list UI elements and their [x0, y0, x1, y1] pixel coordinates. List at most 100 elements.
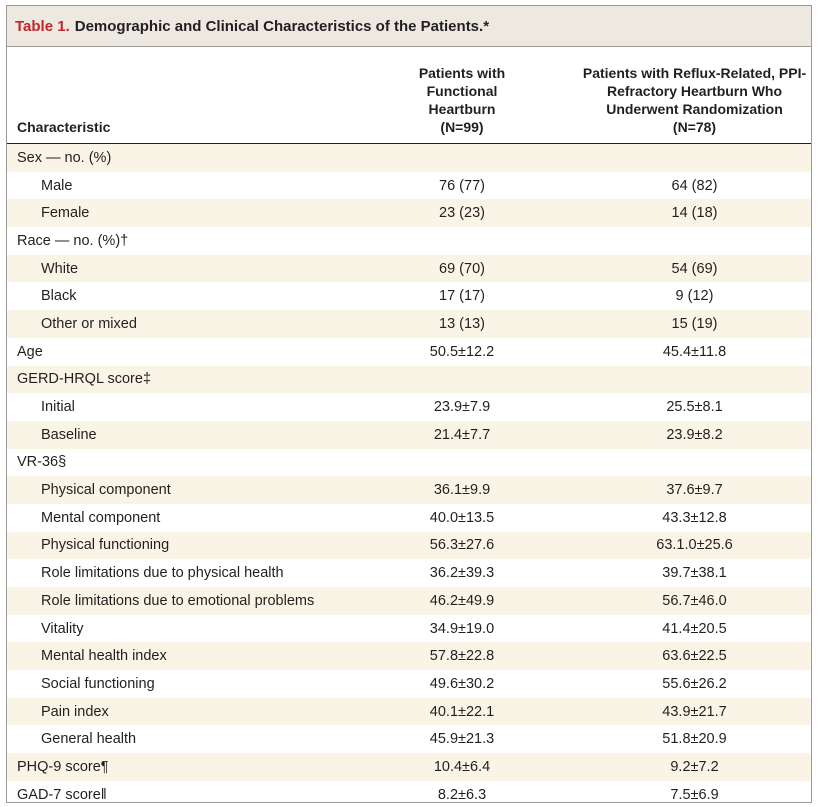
- table-title: Table 1. Demographic and Clinical Charac…: [7, 6, 811, 47]
- row-label: GERD-HRQL score‡: [17, 371, 152, 388]
- table-row: Social functioning 49.6±30.2 55.6±26.2: [7, 670, 811, 698]
- row-label: GAD-7 score‖: [17, 786, 107, 803]
- value-functional-heartburn: 36.1±9.9: [433, 482, 491, 499]
- row-label: Sex — no. (%): [17, 149, 112, 166]
- header-col2-line: Underwent Randomization: [606, 101, 783, 117]
- row-label: Mental component: [41, 509, 161, 526]
- row-label: Pain index: [41, 703, 109, 720]
- value-reflux-related: 39.7±38.1: [662, 565, 727, 582]
- value-functional-heartburn: 40.0±13.5: [429, 509, 495, 526]
- value-functional-heartburn: 36.2±39.3: [429, 565, 495, 582]
- row-label: Vitality: [41, 620, 84, 637]
- value-reflux-related: 15 (19): [671, 315, 718, 332]
- value-reflux-related: 7.5±6.9: [670, 786, 719, 803]
- row-label: Other or mixed: [41, 315, 137, 332]
- value-reflux-related: 63.1.0±25.6: [656, 537, 733, 554]
- row-label: Social functioning: [41, 675, 155, 692]
- value-functional-heartburn: 23 (23): [439, 205, 485, 222]
- table-row: Vitality 34.9±19.0 41.4±20.5: [7, 614, 811, 643]
- value-reflux-related: 9 (12): [675, 288, 714, 305]
- value-functional-heartburn: 8.2±6.3: [437, 786, 487, 803]
- value-reflux-related: 43.9±21.7: [662, 703, 727, 720]
- value-reflux-related: 43.3±12.8: [662, 509, 727, 526]
- table-row: Pain index 40.1±22.1 43.9±21.7: [7, 697, 811, 726]
- row-label: Age: [17, 343, 43, 360]
- value-functional-heartburn: 21.4±7.7: [433, 426, 491, 443]
- value-reflux-related: 41.4±20.5: [662, 620, 727, 637]
- table-row: White 69 (70) 54 (69): [7, 254, 811, 283]
- value-reflux-related: 9.2±7.2: [670, 758, 719, 775]
- table-frame: Table 1. Demographic and Clinical Charac…: [6, 5, 812, 803]
- row-label: Black: [41, 288, 77, 305]
- header-col1-line: Heartburn: [428, 101, 496, 117]
- row-label: General health: [41, 731, 137, 748]
- table-row: Female 23 (23) 14 (18): [7, 199, 811, 228]
- table-row: Physical component 36.1±9.9 37.6±9.7: [7, 476, 811, 504]
- value-reflux-related: 64 (82): [671, 177, 718, 194]
- value-functional-heartburn: 69 (70): [439, 260, 485, 277]
- value-functional-heartburn: 57.8±22.8: [429, 648, 495, 665]
- header-functional-heartburn: Patients with Functional Heartburn (N=99…: [402, 64, 522, 136]
- value-functional-heartburn: 76 (77): [439, 177, 485, 194]
- value-functional-heartburn: 40.1±22.1: [429, 703, 495, 720]
- row-label: Mental health index: [41, 648, 167, 665]
- header-col1-line: (N=99): [440, 119, 484, 135]
- table-row: Race — no. (%)†: [7, 227, 811, 255]
- table-row: Mental component 40.0±13.5 43.3±12.8: [7, 503, 811, 532]
- value-reflux-related: 63.6±22.5: [662, 648, 727, 665]
- table-row: Physical functioning 56.3±27.6 63.1.0±25.6: [7, 531, 811, 560]
- value-functional-heartburn: 10.4±6.4: [433, 758, 491, 775]
- header-characteristic: Characteristic: [17, 119, 111, 135]
- table-row: Role limitations due to emotional proble…: [7, 587, 811, 615]
- table-row: PHQ-9 score¶ 10.4±6.4 9.2±7.2: [7, 753, 811, 781]
- row-label: Baseline: [41, 426, 97, 443]
- value-reflux-related: 37.6±9.7: [666, 482, 723, 499]
- row-label: Male: [41, 177, 73, 194]
- value-functional-heartburn: 13 (13): [439, 315, 485, 332]
- table-row: GERD-HRQL score‡: [7, 365, 811, 394]
- table-row: Mental health index 57.8±22.8 63.6±22.5: [7, 642, 811, 671]
- table-row: Black 17 (17) 9 (12): [7, 282, 811, 311]
- value-reflux-related: 56.7±46.0: [662, 592, 727, 609]
- table-caption: Demographic and Clinical Characteristics…: [74, 17, 490, 35]
- row-label: PHQ-9 score¶: [17, 758, 109, 775]
- value-functional-heartburn: 50.5±12.2: [429, 343, 495, 360]
- table-row: Other or mixed 13 (13) 15 (19): [7, 310, 811, 338]
- value-functional-heartburn: 23.9±7.9: [433, 399, 491, 416]
- header-reflux-related: Patients with Reflux-Related, PPI- Refra…: [582, 64, 807, 136]
- value-reflux-related: 54 (69): [671, 260, 718, 277]
- row-label: Race — no. (%)†: [17, 232, 129, 249]
- row-label: VR-36§: [17, 454, 67, 471]
- table-row: Baseline 21.4±7.7 23.9±8.2: [7, 420, 811, 449]
- table-row: Male 76 (77) 64 (82): [7, 171, 811, 200]
- table-number: Table 1.: [15, 17, 70, 35]
- value-reflux-related: 45.4±11.8: [662, 343, 727, 360]
- value-reflux-related: 14 (18): [671, 205, 718, 222]
- row-label: Physical component: [41, 482, 171, 499]
- table-row: General health 45.9±21.3 51.8±20.9: [7, 725, 811, 754]
- value-functional-heartburn: 46.2±49.9: [429, 592, 495, 609]
- value-functional-heartburn: 49.6±30.2: [429, 675, 495, 692]
- table-row: Age 50.5±12.2 45.4±11.8: [7, 337, 811, 366]
- value-functional-heartburn: 45.9±21.3: [429, 731, 495, 748]
- row-label: Female: [41, 205, 90, 222]
- header-col1-line: Functional: [426, 83, 498, 99]
- table-body: Sex — no. (%) Male 76 (77) 64 (82) Female 23 …: [7, 144, 811, 803]
- value-functional-heartburn: 56.3±27.6: [429, 537, 495, 554]
- header-col1-line: Patients with: [418, 65, 506, 81]
- header-col2-line: Refractory Heartburn Who: [606, 83, 783, 99]
- header-col2-line: (N=78): [672, 119, 717, 135]
- value-reflux-related: 25.5±8.1: [666, 399, 723, 416]
- table-row: VR-36§: [7, 448, 811, 477]
- value-reflux-related: 51.8±20.9: [662, 731, 727, 748]
- row-label: Physical functioning: [41, 537, 170, 554]
- row-label: Role limitations due to physical health: [41, 565, 284, 582]
- value-functional-heartburn: 34.9±19.0: [429, 620, 495, 637]
- value-reflux-related: 55.6±26.2: [662, 675, 727, 692]
- table-row: Sex — no. (%): [7, 144, 811, 172]
- row-label: White: [41, 260, 79, 277]
- table-row: Role limitations due to physical health 3…: [7, 559, 811, 587]
- header-col2-line: Patients with Reflux-Related, PPI-: [582, 65, 807, 81]
- table-header: Characteristic Patients with Functional …: [7, 47, 811, 144]
- table-row: GAD-7 score‖ 8.2±6.3 7.5±6.9: [7, 780, 811, 803]
